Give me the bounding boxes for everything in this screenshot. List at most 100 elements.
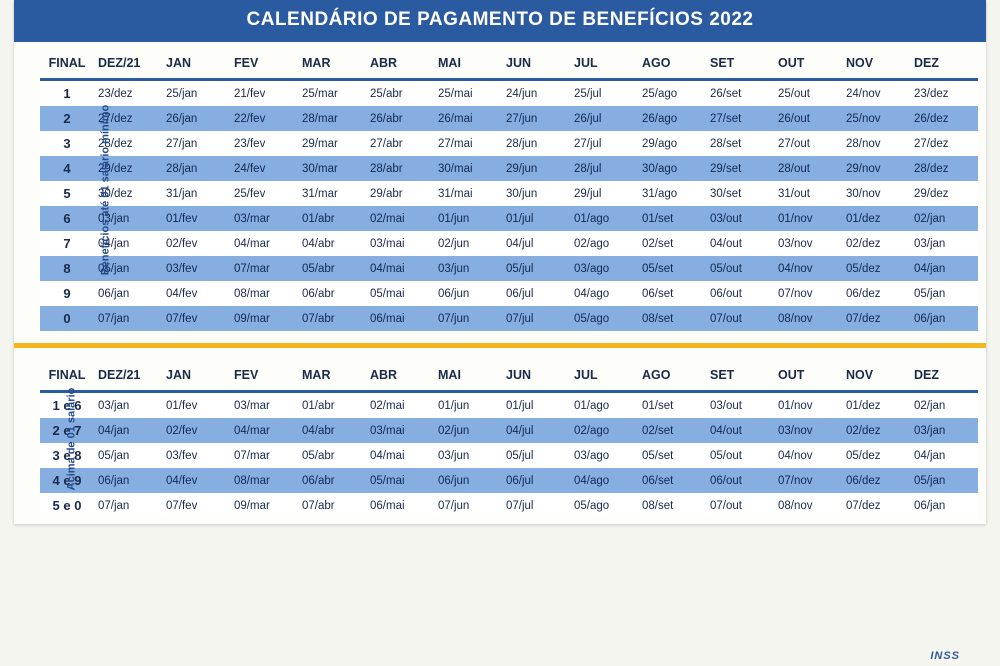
date-cell: 07/jan [94,306,162,331]
date-cell: 03/jun [434,256,502,281]
date-cell: 30/mar [298,156,366,181]
date-cell: 01/fev [162,206,230,231]
date-cell: 26/set [706,80,774,107]
date-cell: 05/ago [570,493,638,518]
date-cell: 07/jul [502,306,570,331]
col-header: JUL [570,360,638,392]
date-cell: 25/out [774,80,842,107]
date-cell: 29/jun [502,156,570,181]
date-cell: 04/abr [298,418,366,443]
table-row: 5 e 007/jan07/fev09/mar07/abr06/mai07/ju… [40,493,978,518]
date-cell: 26/jul [570,106,638,131]
final-digit-cell: 5 [40,181,94,206]
date-cell: 31/mai [434,181,502,206]
date-cell: 23/dez [910,80,978,107]
date-cell: 07/jan [94,493,162,518]
date-cell: 29/nov [842,156,910,181]
date-cell: 28/dez [910,156,978,181]
table-row: 3 e 805/jan03/fev07/mar05/abr04/mai03/ju… [40,443,978,468]
date-cell: 05/dez [842,256,910,281]
date-cell: 04/fev [162,468,230,493]
date-cell: 02/dez [842,418,910,443]
date-cell: 29/jul [570,181,638,206]
date-cell: 04/mar [230,418,298,443]
date-cell: 01/set [638,392,706,419]
date-cell: 28/jan [162,156,230,181]
date-cell: 25/ago [638,80,706,107]
date-cell: 01/jun [434,206,502,231]
date-cell: 01/set [638,206,706,231]
date-cell: 03/jan [910,231,978,256]
date-cell: 03/fev [162,256,230,281]
final-digit-cell: 7 [40,231,94,256]
date-cell: 05/set [638,443,706,468]
col-header: NOV [842,48,910,80]
date-cell: 24/fev [230,156,298,181]
date-cell: 05/out [706,256,774,281]
date-cell: 05/jul [502,443,570,468]
date-cell: 01/abr [298,392,366,419]
date-cell: 08/set [638,306,706,331]
date-cell: 04/mai [366,443,434,468]
date-cell: 27/jun [502,106,570,131]
col-header: MAR [298,360,366,392]
date-cell: 27/abr [366,131,434,156]
date-cell: 03/mar [230,392,298,419]
date-cell: 05/abr [298,443,366,468]
section-divider [14,343,986,348]
date-cell: 03/mai [366,231,434,256]
date-cell: 05/mai [366,281,434,306]
date-cell: 23/fev [230,131,298,156]
date-cell: 27/jan [162,131,230,156]
date-cell: 28/mar [298,106,366,131]
date-cell: 29/abr [366,181,434,206]
table2-wrap: Acima de 01 salário FINALDEZ/21JANFEVMAR… [14,354,986,524]
date-cell: 06/jul [502,281,570,306]
date-cell: 03/out [706,206,774,231]
date-cell: 26/abr [366,106,434,131]
date-cell: 04/jul [502,231,570,256]
date-cell: 01/abr [298,206,366,231]
date-cell: 03/jan [94,392,162,419]
table-row: 704/jan02/fev04/mar04/abr03/mai02/jun04/… [40,231,978,256]
date-cell: 29/mar [298,131,366,156]
final-digit-cell: 0 [40,306,94,331]
date-cell: 28/jun [502,131,570,156]
date-cell: 05/out [706,443,774,468]
date-cell: 27/dez [910,131,978,156]
date-cell: 29/ago [638,131,706,156]
date-cell: 06/jan [910,306,978,331]
date-cell: 27/out [774,131,842,156]
col-header: OUT [774,360,842,392]
date-cell: 28/set [706,131,774,156]
date-cell: 03/fev [162,443,230,468]
col-header: JAN [162,360,230,392]
date-cell: 04/nov [774,443,842,468]
col-header: ABR [366,48,434,80]
col-header: DEZ [910,360,978,392]
col-header: DEZ/21 [94,48,162,80]
date-cell: 03/jun [434,443,502,468]
col-header: JUN [502,360,570,392]
date-cell: 01/dez [842,206,910,231]
date-cell: 02/dez [842,231,910,256]
date-cell: 03/jan [910,418,978,443]
date-cell: 04/jan [910,256,978,281]
date-cell: 04/ago [570,281,638,306]
date-cell: 26/jan [162,106,230,131]
date-cell: 07/jun [434,493,502,518]
date-cell: 07/abr [298,306,366,331]
date-cell: 05/abr [298,256,366,281]
date-cell: 31/jan [162,181,230,206]
date-cell: 02/mai [366,392,434,419]
col-header: AGO [638,360,706,392]
date-cell: 04/abr [298,231,366,256]
date-cell: 06/out [706,468,774,493]
col-header: MAR [298,48,366,80]
col-header: AGO [638,48,706,80]
date-cell: 07/fev [162,493,230,518]
date-cell: 02/jun [434,418,502,443]
date-cell: 04/jan [910,443,978,468]
col-header: MAI [434,360,502,392]
col-header: DEZ/21 [94,360,162,392]
